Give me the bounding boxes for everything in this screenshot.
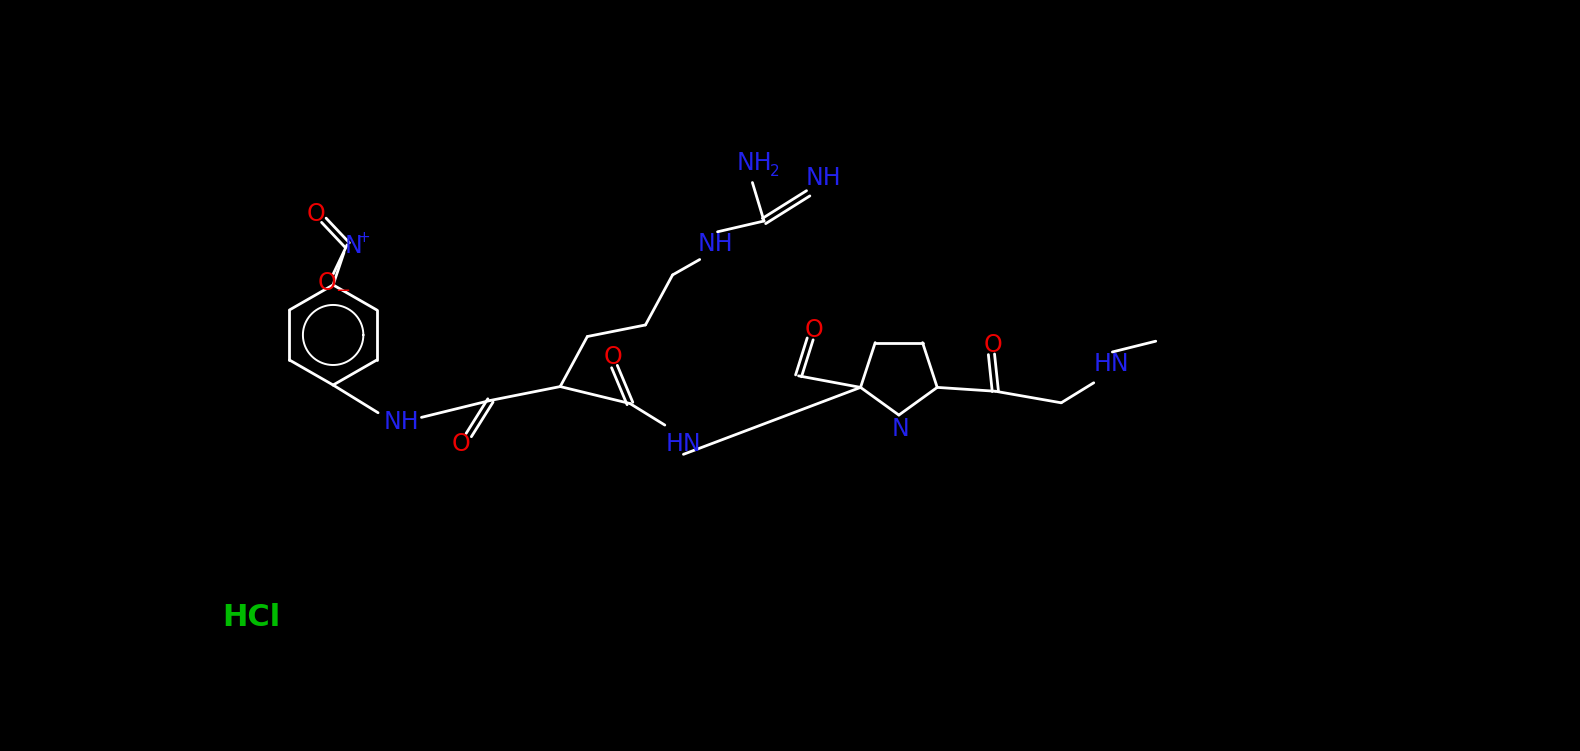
Text: NH: NH: [697, 232, 733, 256]
Text: HN: HN: [665, 432, 702, 456]
Text: NH: NH: [806, 166, 842, 190]
Text: NH: NH: [384, 410, 419, 434]
Text: +: +: [357, 230, 370, 245]
Text: O: O: [604, 345, 623, 369]
Text: −: −: [335, 282, 351, 300]
Text: O: O: [984, 333, 1002, 357]
Text: 2: 2: [769, 164, 779, 179]
Text: HCl: HCl: [223, 603, 281, 632]
Text: NH: NH: [736, 150, 773, 174]
Text: O: O: [804, 318, 823, 342]
Text: O: O: [452, 433, 471, 457]
Text: N: N: [344, 234, 362, 258]
Text: N: N: [891, 417, 910, 441]
Text: O: O: [318, 271, 337, 295]
Text: O: O: [307, 202, 325, 226]
Text: HN: HN: [1093, 352, 1130, 376]
